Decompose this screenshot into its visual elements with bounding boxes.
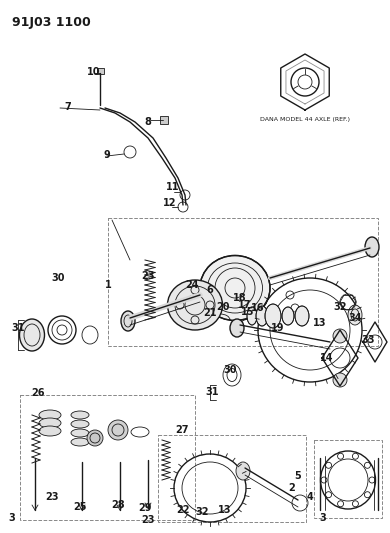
Text: 23: 23 (141, 271, 155, 281)
Ellipse shape (71, 420, 89, 428)
Bar (314, 440, 382, 518)
Text: 8: 8 (145, 117, 151, 127)
Ellipse shape (39, 418, 61, 428)
Text: 1: 1 (105, 280, 112, 290)
Text: 12: 12 (163, 198, 177, 208)
Bar (160, 116, 168, 124)
Ellipse shape (236, 462, 250, 480)
Text: 17: 17 (238, 300, 252, 310)
Ellipse shape (348, 305, 362, 325)
Text: 19: 19 (271, 323, 285, 333)
Ellipse shape (87, 430, 103, 446)
Text: 29: 29 (138, 503, 152, 513)
Text: 20: 20 (216, 302, 230, 312)
Ellipse shape (295, 306, 309, 326)
Text: 10: 10 (87, 67, 101, 77)
Text: 14: 14 (320, 353, 334, 363)
Bar (20, 395, 195, 520)
Text: 27: 27 (175, 425, 189, 435)
Ellipse shape (365, 237, 379, 257)
Ellipse shape (71, 411, 89, 419)
Text: 23: 23 (141, 515, 155, 525)
Text: 25: 25 (73, 502, 87, 512)
Ellipse shape (121, 311, 135, 331)
Text: 34: 34 (348, 313, 362, 323)
Text: 4: 4 (307, 492, 314, 502)
Ellipse shape (71, 438, 89, 446)
Ellipse shape (256, 306, 268, 326)
Circle shape (333, 329, 347, 343)
Text: DANA MODEL 44 AXLE (REF.): DANA MODEL 44 AXLE (REF.) (260, 117, 350, 122)
Text: 28: 28 (111, 500, 125, 510)
Text: 91J03 1100: 91J03 1100 (12, 16, 91, 29)
Text: 31: 31 (205, 387, 219, 397)
Text: 26: 26 (31, 388, 45, 398)
Ellipse shape (20, 319, 44, 351)
Text: 30: 30 (51, 273, 65, 283)
Text: 11: 11 (166, 182, 180, 192)
Text: 5: 5 (294, 471, 301, 481)
Text: 15: 15 (241, 307, 255, 317)
Text: 16: 16 (251, 303, 265, 313)
Ellipse shape (39, 426, 61, 436)
Ellipse shape (200, 255, 270, 320)
Ellipse shape (230, 319, 244, 337)
Ellipse shape (247, 307, 257, 325)
Text: 32: 32 (195, 507, 209, 517)
Bar (158, 435, 306, 522)
Circle shape (333, 373, 347, 387)
Text: 23: 23 (45, 492, 59, 502)
Text: 6: 6 (207, 285, 213, 295)
Text: 18: 18 (233, 293, 247, 303)
Ellipse shape (71, 429, 89, 437)
Ellipse shape (167, 280, 223, 330)
Text: 13: 13 (218, 505, 232, 515)
Bar (108, 218, 378, 346)
Text: 22: 22 (176, 505, 190, 515)
Text: 3: 3 (320, 513, 326, 523)
Text: 9: 9 (104, 150, 110, 160)
Ellipse shape (39, 410, 61, 420)
Text: 2: 2 (289, 483, 295, 493)
Text: 24: 24 (185, 280, 199, 290)
Text: 7: 7 (65, 102, 71, 112)
Text: 31: 31 (11, 323, 25, 333)
Ellipse shape (265, 304, 281, 328)
Text: 21: 21 (203, 308, 217, 318)
Text: 13: 13 (313, 318, 327, 328)
Text: 33: 33 (361, 335, 375, 345)
Text: 32: 32 (333, 302, 347, 312)
Text: 30: 30 (223, 365, 237, 375)
Circle shape (108, 420, 128, 440)
Ellipse shape (282, 307, 294, 325)
Text: 3: 3 (9, 513, 15, 523)
Bar (97, 68, 104, 74)
